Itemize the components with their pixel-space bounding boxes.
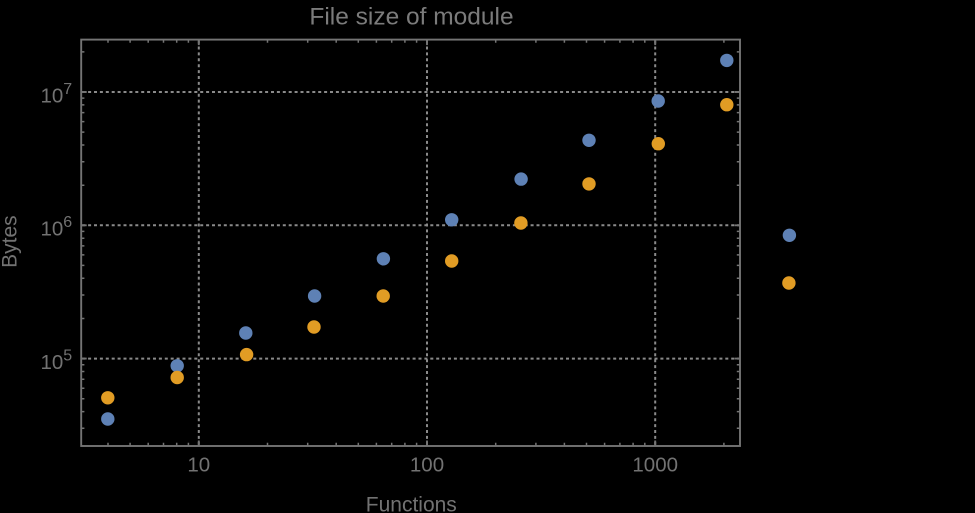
svg-text:Bytes: Bytes [0, 215, 22, 268]
svg-text:Functions: Functions [366, 493, 457, 513]
svg-text:10: 10 [40, 351, 63, 374]
svg-text:File size of module: File size of module [309, 4, 513, 31]
svg-text:100: 100 [410, 454, 444, 477]
svg-text:10: 10 [40, 218, 63, 241]
svg-text:10: 10 [40, 84, 63, 107]
svg-text:1000: 1000 [632, 454, 678, 477]
svg-text:7: 7 [63, 81, 72, 98]
svg-text:5: 5 [63, 348, 72, 365]
svg-text:10: 10 [187, 454, 210, 477]
svg-text:6: 6 [63, 214, 72, 231]
